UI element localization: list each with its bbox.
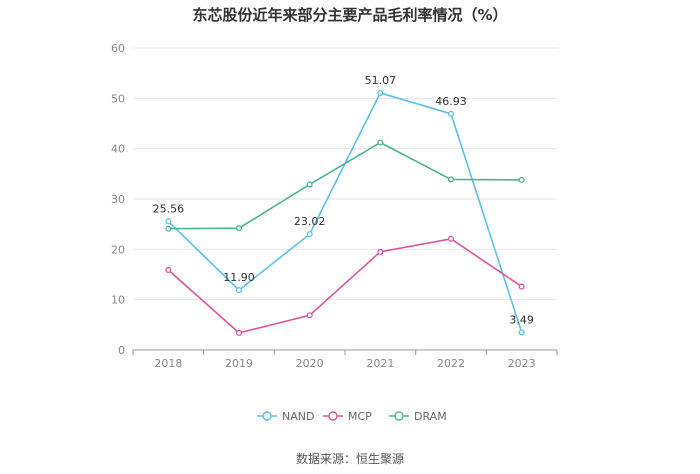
source-note: 数据来源：恒生聚源 bbox=[295, 452, 404, 466]
series-line-mcp bbox=[167, 237, 523, 334]
x-tick-label: 2022 bbox=[437, 357, 465, 370]
series-line-nand bbox=[167, 91, 523, 333]
data-point-nand bbox=[377, 89, 384, 96]
data-labels: 25.56 11.90 23.02 51.07 46.93 3.49 bbox=[153, 74, 534, 326]
legend-marker-nand bbox=[262, 411, 272, 421]
data-point-mcp bbox=[165, 266, 172, 274]
x-tick-label: 2018 bbox=[154, 357, 182, 370]
data-point-mcp bbox=[518, 283, 525, 290]
data-label-nand: 46.93 bbox=[435, 95, 467, 108]
x-tick-label: 2019 bbox=[225, 357, 253, 370]
data-point-mcp bbox=[447, 235, 455, 242]
y-tick-label: 0 bbox=[118, 344, 125, 357]
legend-marker-mcp bbox=[328, 411, 338, 421]
data-label-nand: 51.07 bbox=[365, 74, 397, 87]
data-point-dram bbox=[447, 176, 455, 183]
data-point-dram bbox=[377, 139, 384, 146]
data-point-dram bbox=[306, 181, 313, 188]
legend-label-mcp: MCP bbox=[348, 410, 372, 423]
y-tick-label: 20 bbox=[111, 243, 125, 256]
data-point-mcp bbox=[306, 312, 313, 319]
data-point-mcp bbox=[377, 248, 384, 255]
legend: NAND MCP DRAM bbox=[257, 410, 447, 423]
x-tick-label: 2023 bbox=[508, 357, 536, 370]
y-tick-label: 10 bbox=[111, 294, 125, 307]
data-point-nand bbox=[447, 110, 455, 117]
y-tick-label: 50 bbox=[111, 92, 125, 105]
data-label-nand: 23.02 bbox=[294, 215, 326, 228]
y-tick-label: 60 bbox=[111, 42, 125, 55]
data-point-nand bbox=[165, 218, 172, 225]
chart-title: 东芯股份近年来部分主要产品毛利率情况（%） bbox=[192, 6, 508, 24]
data-point-mcp bbox=[235, 329, 243, 336]
grid-lines bbox=[133, 47, 557, 301]
x-tick-label: 2021 bbox=[366, 357, 394, 370]
data-point-nand bbox=[235, 287, 243, 294]
data-point-nand bbox=[518, 329, 525, 336]
legend-label-dram: DRAM bbox=[414, 410, 447, 423]
data-label-nand: 11.90 bbox=[223, 271, 255, 284]
data-point-nand bbox=[306, 231, 313, 238]
data-label-nand: 25.56 bbox=[153, 202, 185, 215]
x-tick-label: 2020 bbox=[296, 357, 324, 370]
data-point-dram bbox=[518, 176, 525, 183]
series-lines bbox=[165, 89, 525, 336]
data-label-nand: 3.49 bbox=[509, 313, 534, 326]
y-tick-label: 30 bbox=[111, 193, 125, 206]
legend-marker-dram bbox=[394, 411, 404, 421]
y-tick-label: 40 bbox=[111, 143, 125, 156]
data-point-dram bbox=[165, 225, 172, 232]
data-point-dram bbox=[235, 225, 243, 232]
axes: 0 10 20 30 40 50 60 2018 2019 2020 2021 2022 2023 bbox=[111, 42, 558, 370]
legend-label-nand: NAND bbox=[282, 410, 314, 423]
series-line-dram bbox=[168, 141, 522, 230]
